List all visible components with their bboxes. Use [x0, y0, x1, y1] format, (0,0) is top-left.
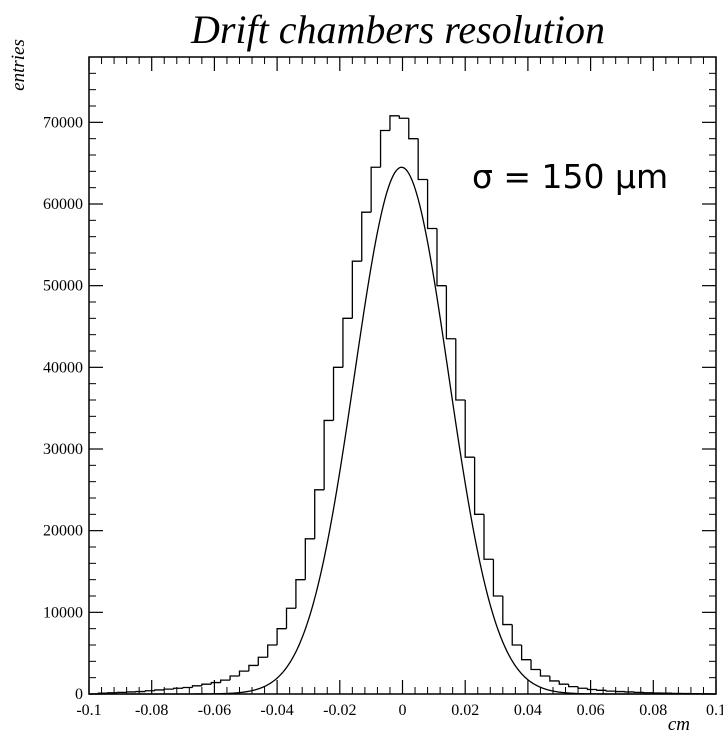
histogram-bin	[455, 338, 466, 401]
histogram-bin	[464, 400, 475, 458]
y-tick-label: 40000	[43, 359, 83, 376]
histogram-bin	[596, 689, 607, 691]
histogram-bin	[163, 688, 174, 690]
histogram-bin	[568, 684, 579, 688]
histogram-bin	[379, 129, 390, 168]
histogram-bin	[426, 179, 437, 230]
histogram-bin	[248, 664, 259, 672]
plot-frame	[88, 56, 717, 695]
histogram-bin	[520, 645, 532, 661]
y-tick-label: 0	[75, 686, 83, 703]
histogram-bin	[408, 118, 419, 140]
histogram-bin	[558, 680, 569, 685]
histogram-bin	[172, 687, 184, 690]
histogram-bin	[267, 644, 278, 658]
histogram-bin	[605, 690, 616, 692]
x-tick-label: 0	[399, 702, 407, 719]
y-tick-label: 20000	[43, 523, 83, 540]
histogram-bin	[314, 489, 325, 539]
histogram-bin	[229, 675, 240, 681]
x-tick-label: 0.04	[514, 702, 542, 719]
chart-title: Drift chambers resolution	[190, 7, 605, 52]
histogram-bin	[445, 285, 456, 340]
histogram-bin	[530, 659, 541, 671]
histogram-bin	[436, 228, 447, 287]
y-tick-label: 30000	[43, 441, 83, 458]
histogram-bin	[144, 690, 155, 692]
histogram-bin	[351, 260, 362, 319]
y-tick-label: 60000	[43, 196, 83, 213]
histogram-bin	[220, 679, 231, 683]
x-tick-label: 0.1	[706, 702, 723, 719]
histogram-bin	[304, 538, 315, 580]
y-tick-label: 50000	[43, 278, 83, 295]
histogram-bin	[483, 514, 494, 560]
histogram-bin	[285, 607, 296, 629]
histogram-bin	[342, 317, 353, 368]
histogram-bin	[191, 685, 202, 688]
histogram-bin	[473, 457, 485, 515]
x-tick-label: 0.02	[451, 702, 479, 719]
histogram-bin	[201, 683, 212, 686]
histogram-bin	[389, 115, 400, 131]
histogram-bin	[154, 689, 165, 691]
sigma-annotation: σ = 150 μm	[472, 157, 668, 196]
histogram-bin	[210, 681, 221, 685]
y-tick-label: 70000	[43, 114, 83, 131]
histogram-bin	[586, 688, 597, 691]
histogram-bin	[502, 596, 513, 626]
histogram-bin	[361, 211, 372, 262]
histogram-bin	[539, 669, 550, 677]
x-tick-label: -0.02	[323, 702, 356, 719]
y-tick-label: 10000	[43, 604, 83, 621]
histogram	[89, 115, 716, 695]
histogram-bin	[257, 656, 268, 666]
histogram-bin	[295, 579, 306, 609]
histogram-bin	[492, 559, 503, 597]
x-axis-label: cm	[668, 714, 690, 735]
x-tick-label: -0.06	[198, 702, 231, 719]
x-tick-label: 0.06	[577, 702, 605, 719]
histogram-bin	[276, 628, 287, 645]
gaussian-fit	[89, 166, 716, 695]
histogram-bin	[182, 686, 193, 689]
histogram-bin	[332, 366, 343, 421]
histogram-bin	[398, 115, 409, 119]
histogram-bin	[238, 670, 249, 677]
fit-curve	[89, 166, 716, 695]
histogram-bin	[511, 624, 522, 646]
histogram-bin	[549, 676, 560, 682]
histogram-bin	[323, 419, 334, 490]
axis-ticks	[88, 56, 717, 695]
x-tick-label: -0.1	[76, 702, 101, 719]
y-axis-label: entries	[8, 39, 29, 91]
x-tick-label: -0.08	[135, 702, 168, 719]
tick-labels: -0.1 -0.08 -0.06 -0.04 -0.02 0 0.02 0.04 0.06 0.0…	[43, 114, 723, 719]
plot-border	[88, 56, 717, 695]
histogram-bin	[417, 138, 428, 181]
x-tick-label: 0.08	[639, 702, 667, 719]
histogram-bin	[370, 166, 381, 213]
x-tick-label: -0.04	[260, 702, 293, 719]
histogram-bin	[577, 686, 588, 689]
